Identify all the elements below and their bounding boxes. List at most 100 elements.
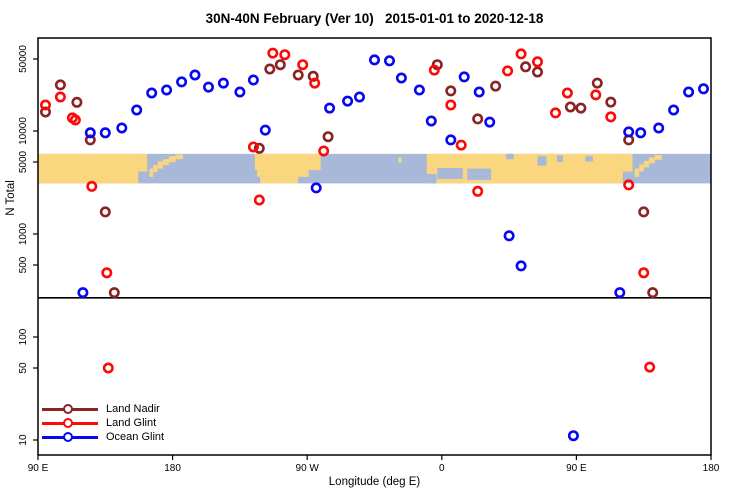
x-axis-title: Longitude (deg E) — [328, 476, 421, 488]
x-tick-label: 90 W — [296, 463, 320, 474]
scatter-points — [39, 47, 709, 442]
scatter-point — [445, 99, 457, 111]
scatter-point — [644, 361, 656, 373]
map-land — [654, 155, 662, 160]
scatter-point — [176, 76, 188, 88]
scatter-point — [531, 66, 543, 78]
scatter-point — [383, 55, 395, 67]
scatter-point — [605, 111, 617, 123]
scatter-point — [515, 260, 527, 272]
scatter-point — [590, 89, 602, 101]
x-tick-label: 90 E — [566, 463, 587, 474]
scatter-point — [253, 142, 265, 154]
scatter-point — [247, 74, 259, 86]
x-tick-label: 180 — [703, 463, 720, 474]
map-land — [38, 153, 139, 184]
scatter-point — [605, 96, 617, 108]
scatter-point — [99, 127, 111, 139]
map-land — [254, 153, 321, 171]
legend-label: Land Nadir — [106, 402, 160, 415]
scatter-point — [146, 87, 158, 99]
y-tick-label: 50 — [18, 362, 29, 374]
scatter-point — [189, 69, 201, 81]
scatter-point — [635, 127, 647, 139]
map-land — [153, 165, 158, 173]
scatter-point — [484, 116, 496, 128]
scatter-point — [102, 362, 114, 374]
legend-marker-circle — [63, 431, 73, 442]
map-ocean-patch — [556, 155, 563, 163]
legend-marker-circle — [63, 403, 73, 414]
map-ocean-patch — [437, 168, 463, 179]
scatter-point — [683, 86, 695, 98]
scatter-point — [413, 84, 425, 96]
scatter-point — [324, 102, 336, 114]
scatter-point — [39, 106, 51, 118]
scatter-point — [310, 182, 322, 194]
map-land — [138, 153, 148, 172]
scatter-point — [131, 104, 143, 116]
map-ocean-patch — [506, 153, 514, 160]
scatter-point — [623, 179, 635, 191]
y-tick-label: 500 — [18, 256, 29, 273]
y-tick-label: 10 — [18, 434, 29, 446]
scatter-point — [653, 122, 665, 134]
scatter-point — [253, 194, 265, 206]
y-tick-label: 50000 — [18, 45, 29, 73]
scatter-point — [259, 124, 271, 136]
scatter-point — [274, 59, 286, 71]
y-tick-label: 1000 — [18, 222, 29, 245]
scatter-point — [247, 141, 259, 153]
scatter-point — [161, 84, 173, 96]
map-land — [643, 160, 649, 168]
scatter-point — [623, 126, 635, 138]
scatter-point — [515, 48, 527, 60]
scatter-point — [472, 113, 484, 125]
scatter-point — [116, 122, 128, 134]
map-land — [260, 176, 299, 184]
map-ocean-patch — [537, 156, 547, 166]
scatter-point — [84, 134, 96, 146]
scatter-point — [84, 127, 96, 139]
scatter-point — [322, 131, 334, 143]
scatter-point — [267, 47, 279, 59]
scatter-point — [54, 91, 66, 103]
scatter-point — [108, 287, 120, 299]
scatter-point — [564, 101, 576, 113]
y-tick-label: 100 — [18, 328, 29, 345]
legend-marker — [42, 403, 98, 414]
scatter-point — [473, 86, 485, 98]
scatter-point — [99, 206, 111, 218]
legend-row: Ocean Glint — [42, 430, 164, 444]
scatter-point — [549, 107, 561, 119]
legend: Land Nadir Land Glint Ocean Glint — [42, 402, 164, 444]
legend-label: Land Glint — [106, 416, 157, 429]
scatter-point — [575, 102, 587, 114]
scatter-point — [638, 267, 650, 279]
map-land — [622, 153, 633, 172]
scatter-point — [203, 81, 215, 93]
scatter-point — [458, 71, 470, 83]
scatter-point — [368, 54, 380, 66]
y-tick-label: 5000 — [18, 150, 29, 173]
scatter-point — [86, 180, 98, 192]
scatter-point — [445, 85, 457, 97]
map-ocean-patch — [426, 173, 437, 184]
scatter-point — [217, 77, 229, 89]
scatter-point — [668, 104, 680, 116]
scatter-point — [264, 63, 276, 75]
x-tick-label: 90 E — [28, 463, 49, 474]
map-ocean-patch — [585, 156, 593, 162]
scatter-point — [395, 72, 407, 84]
scatter-point — [54, 79, 66, 91]
map-land — [648, 157, 655, 164]
scatter-point — [77, 287, 89, 299]
y-axis-title: N Total — [5, 180, 17, 216]
map-land — [149, 168, 154, 177]
plot-frame — [37, 37, 712, 456]
map-land — [639, 164, 644, 172]
scatter-point — [520, 61, 532, 73]
scatter-point — [39, 99, 51, 111]
